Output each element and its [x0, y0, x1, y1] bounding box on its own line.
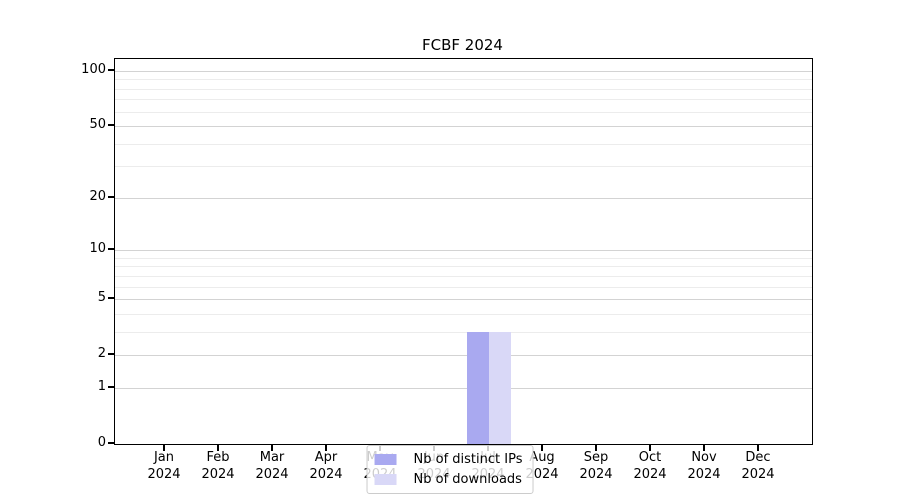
gridline-major: [115, 299, 812, 301]
x-tick-label: Feb 2024: [201, 450, 235, 482]
gridline-minor: [115, 99, 812, 101]
x-tick-label: Oct 2024: [633, 450, 667, 482]
y-tick-label: 100: [81, 61, 106, 77]
legend: Nb of distinct IPs Nb of downloads: [366, 445, 534, 494]
x-tick-mark: [163, 444, 165, 451]
x-tick-label: Apr 2024: [309, 450, 343, 482]
gridline-major: [115, 70, 812, 72]
y-tick-mark: [108, 297, 114, 299]
gridline-major: [115, 388, 812, 389]
gridline-major: [115, 355, 812, 357]
y-tick-mark: [108, 196, 114, 198]
x-tick-mark: [703, 444, 705, 451]
x-tick-label: Mar 2024: [255, 450, 289, 482]
gridline-minor: [115, 257, 812, 259]
bar-nb-of-distinct-ips: [467, 331, 489, 444]
x-tick-mark: [649, 444, 651, 451]
x-tick-label: Jan 2024: [147, 450, 181, 482]
y-tick-mark: [108, 124, 114, 126]
gridline-minor: [115, 143, 812, 145]
x-tick-label: Dec 2024: [741, 450, 775, 482]
legend-row: Nb of downloads: [374, 472, 523, 487]
y-tick-label: 50: [89, 117, 106, 133]
x-tick-mark: [325, 444, 327, 451]
gridline-minor: [115, 166, 812, 168]
x-tick-mark: [541, 444, 543, 451]
gridline-minor: [115, 266, 812, 268]
x-tick-label: Nov 2024: [687, 450, 721, 482]
y-tick-label: 0: [97, 435, 106, 450]
gridline-minor: [115, 111, 812, 113]
y-tick-mark: [108, 69, 114, 71]
gridline-major: [115, 126, 812, 128]
gridline-minor: [115, 313, 812, 315]
y-tick-label: 2: [97, 346, 106, 362]
chart-title: FCBF 2024: [422, 36, 503, 54]
y-tick-mark: [108, 386, 114, 388]
x-tick-mark: [757, 444, 759, 451]
bar-nb-of-downloads: [489, 331, 511, 444]
legend-swatch-distinct-ips: [374, 454, 397, 465]
gridline-minor: [115, 275, 812, 277]
x-tick-label: Sep 2024: [579, 450, 613, 482]
y-tick-label: 20: [89, 188, 106, 204]
gridline-minor: [115, 286, 812, 288]
x-tick-mark: [595, 444, 597, 451]
gridline-major: [115, 197, 812, 199]
legend-label-downloads: Nb of downloads: [413, 472, 522, 487]
gridline-minor: [115, 79, 812, 81]
y-tick-label: 5: [97, 290, 106, 306]
y-tick-label: 10: [89, 241, 106, 257]
legend-row: Nb of distinct IPs: [374, 452, 523, 467]
gridline-minor: [115, 331, 812, 333]
y-tick-mark: [108, 442, 114, 444]
legend-swatch-downloads: [374, 474, 397, 485]
x-tick-mark: [271, 444, 273, 451]
y-tick-mark: [108, 248, 114, 250]
y-tick-mark: [108, 353, 114, 355]
legend-label-distinct-ips: Nb of distinct IPs: [413, 452, 523, 467]
y-tick-label: 1: [97, 379, 106, 394]
x-tick-label: Aug 2024: [525, 450, 559, 482]
x-tick-mark: [217, 444, 219, 451]
plot-area: [114, 58, 813, 445]
gridline-minor: [115, 88, 812, 90]
gridline-major: [115, 250, 812, 252]
